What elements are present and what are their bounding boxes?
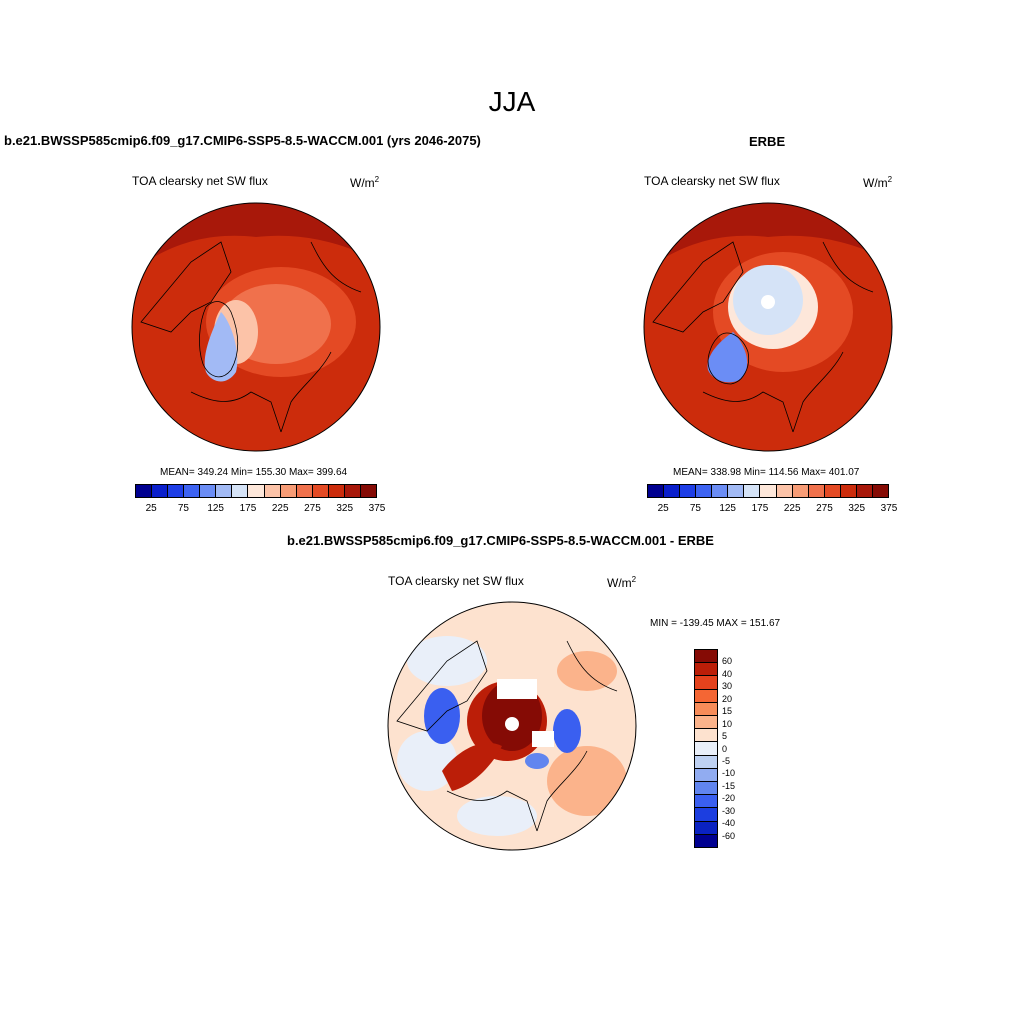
colorbar-tick-label: 275 [816,503,833,514]
colorbar-swatch [232,485,249,497]
colorbar-swatch [840,485,857,497]
colorbar-tick-label: -20 [722,793,736,804]
colorbar-swatch [296,485,313,497]
colorbar-swatch [808,485,825,497]
colorbar-swatch [200,485,217,497]
colorbar-tick-label: 0 [722,743,728,754]
colorbar-tick-label: 25 [145,503,157,514]
diff-colorbar [694,649,718,848]
model-panel-title: b.e21.BWSSP585cmip6.f09_g17.CMIP6-SSP5-8… [4,133,481,148]
colorbar-tick-label: -60 [722,830,736,841]
colorbar-tick-label: 5 [722,731,728,742]
colorbar-tick-label: 75 [177,503,189,514]
colorbar-swatch [695,782,717,796]
colorbar-tick-label: 60 [722,656,733,667]
colorbar-swatch [280,485,297,497]
colorbar-tick-label: 30 [722,681,733,692]
colorbar-swatch [695,702,717,717]
diff-variable-label: TOA clearsky net SW flux [388,574,524,588]
colorbar-swatch [360,485,376,497]
colorbar-swatch [712,485,729,497]
colorbar-swatch [695,742,717,756]
colorbar-swatch [695,755,717,769]
figure-title: JJA [488,86,536,117]
colorbar-swatch [136,485,153,497]
colorbar-tick-label: 275 [304,503,321,514]
colorbar-tick-label: 175 [239,503,257,514]
diff-stats: MIN = -139.45 MAX = 151.67 [650,618,781,629]
diff-panel-title: b.e21.BWSSP585cmip6.f09_g17.CMIP6-SSP5-8… [287,533,714,548]
colorbar-swatch [695,689,717,703]
model-colorbar [135,484,377,498]
colorbar-swatch [856,485,873,497]
colorbar-tick-label: 375 [880,503,898,514]
colorbar-tick-label: 10 [722,718,733,729]
colorbar-swatch [152,485,169,497]
obs-polar-map [643,202,893,452]
colorbar-swatch [744,485,761,497]
colorbar-swatch [776,485,793,497]
colorbar-swatch [328,485,345,497]
colorbar-swatch [728,485,745,497]
colorbar-swatch [695,834,717,848]
colorbar-swatch [695,650,717,664]
diff-polar-map [387,601,637,851]
colorbar-tick-label: -15 [722,780,736,791]
colorbar-tick-label: 75 [689,503,701,514]
colorbar-tick-label: 125 [207,503,224,514]
colorbar-tick-label: 40 [722,668,733,679]
colorbar-tick-label: 225 [271,503,289,514]
colorbar-tick-label: 225 [783,503,801,514]
colorbar-tick-label: 375 [368,503,386,514]
colorbar-swatch [248,485,265,497]
colorbar-swatch [695,676,717,690]
colorbar-swatch [184,485,201,497]
obs-variable-label: TOA clearsky net SW flux [644,174,780,188]
colorbar-swatch [695,808,717,822]
colorbar-tick-label: 15 [722,706,733,717]
colorbar-swatch [696,485,713,497]
colorbar-tick-label: -30 [722,805,736,816]
colorbar-swatch [695,663,717,677]
colorbar-tick-label: 325 [848,503,866,514]
colorbar-swatch [344,485,361,497]
colorbar-tick-label: 20 [722,693,733,704]
colorbar-swatch [664,485,681,497]
colorbar-swatch [680,485,697,497]
colorbar-tick-label: -5 [722,755,731,766]
diff-units-label: W/m2 [607,575,637,590]
colorbar-swatch [695,821,717,835]
colorbar-tick-label: -40 [722,818,736,829]
colorbar-swatch [216,485,233,497]
colorbar-swatch [264,485,281,497]
colorbar-swatch [695,716,717,730]
colorbar-swatch [695,729,717,743]
obs-colorbar [647,484,889,498]
obs-stats: MEAN= 338.98 Min= 114.56 Max= 401.07 [673,467,860,478]
model-units-label: W/m2 [350,175,380,190]
colorbar-swatch [760,485,777,497]
colorbar-swatch [695,768,717,783]
model-variable-label: TOA clearsky net SW flux [132,174,268,188]
colorbar-swatch [695,795,717,809]
colorbar-tick-label: 175 [751,503,769,514]
colorbar-tick-label: 325 [336,503,354,514]
obs-panel-title: ERBE [749,134,786,149]
colorbar-swatch [872,485,888,497]
colorbar-tick-label: -10 [722,768,736,779]
colorbar-swatch [824,485,841,497]
model-polar-map [131,202,381,452]
colorbar-swatch [792,485,809,497]
colorbar-tick-label: 25 [657,503,669,514]
colorbar-swatch [168,485,185,497]
model-stats: MEAN= 349.24 Min= 155.30 Max= 399.64 [160,467,348,478]
colorbar-swatch [648,485,665,497]
obs-units-label: W/m2 [863,175,893,190]
colorbar-swatch [312,485,329,497]
colorbar-tick-label: 125 [719,503,736,514]
